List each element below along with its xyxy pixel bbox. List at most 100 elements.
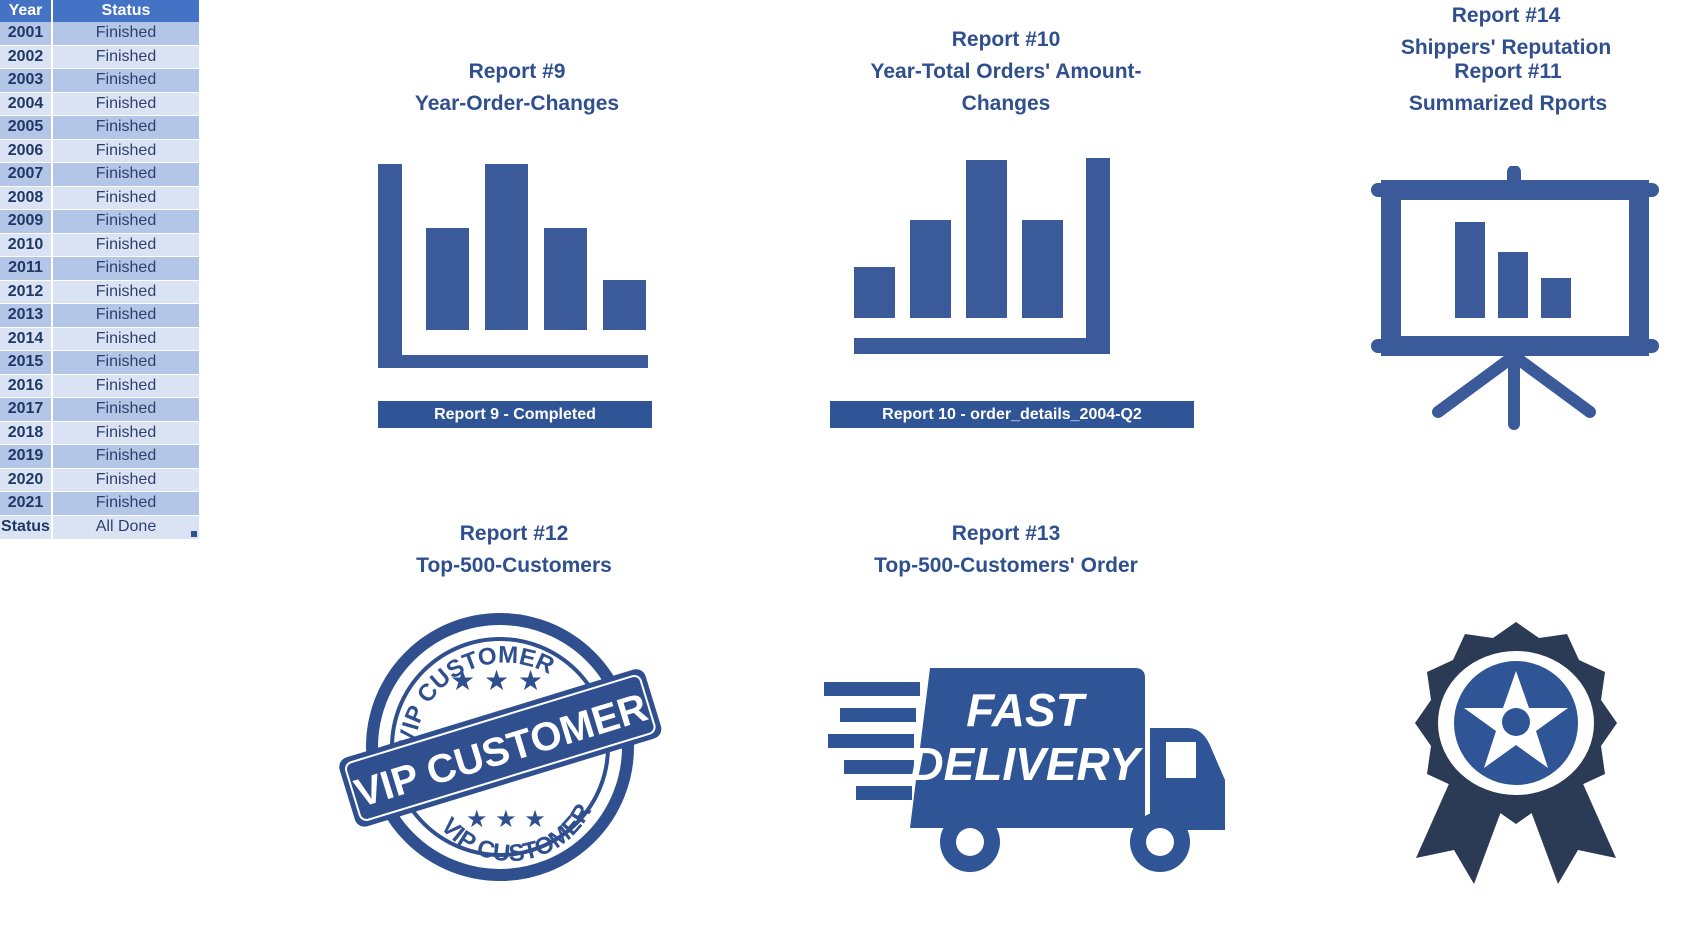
table-row: 2021 Finished: [0, 491, 201, 516]
truck-text-fast: FAST: [966, 684, 1087, 736]
vip-customer-stamp-icon[interactable]: VIP CUSTOMER VIP CUSTOMER ★ ★ ★ ★ ★ ★ VI…: [330, 612, 670, 882]
total-value-cell[interactable]: All Done: [52, 515, 201, 540]
report-11-subtitle: Summarized Rports: [1408, 92, 1608, 115]
status-column-header[interactable]: Status: [52, 0, 201, 22]
year-cell[interactable]: 2013: [0, 303, 53, 328]
table-row: 2014 Finished: [0, 327, 201, 351]
report-13-title: Report #13 Top-500-Customers' Order: [836, 518, 1176, 582]
year-cell[interactable]: 2017: [0, 397, 53, 422]
status-cell[interactable]: Finished: [52, 468, 201, 492]
status-cell[interactable]: Finished: [52, 444, 201, 469]
status-cell[interactable]: Finished: [52, 327, 201, 351]
table-row: 2010 Finished: [0, 233, 201, 257]
year-cell[interactable]: 2021: [0, 491, 53, 516]
status-cell[interactable]: Finished: [52, 92, 201, 116]
status-cell[interactable]: Finished: [52, 350, 201, 375]
table-row: 2017 Finished: [0, 397, 201, 422]
year-cell[interactable]: 2006: [0, 139, 53, 163]
table-row: 2016 Finished: [0, 374, 201, 398]
status-cell[interactable]: Finished: [52, 186, 201, 210]
year-cell[interactable]: 2001: [0, 22, 53, 46]
year-cell[interactable]: 2007: [0, 162, 53, 187]
report-14-number: Report #14: [1451, 4, 1561, 27]
year-column-header[interactable]: Year: [0, 0, 53, 22]
status-cell[interactable]: Finished: [52, 397, 201, 422]
year-cell[interactable]: 2002: [0, 45, 53, 69]
status-cell[interactable]: Finished: [52, 139, 201, 163]
table-row: 2004 Finished: [0, 92, 201, 116]
year-cell[interactable]: 2010: [0, 233, 53, 257]
status-cell[interactable]: Finished: [52, 491, 201, 516]
year-cell[interactable]: 2018: [0, 421, 53, 445]
table-row: 2008 Finished: [0, 186, 201, 210]
table-row: 2005 Finished: [0, 115, 201, 140]
report-10-number: Report #10: [951, 28, 1061, 51]
year-cell[interactable]: 2015: [0, 350, 53, 375]
table-row: 2002 Finished: [0, 45, 201, 69]
status-cell[interactable]: Finished: [52, 68, 201, 93]
table-row: 2001 Finished: [0, 22, 201, 46]
year-cell[interactable]: 2016: [0, 374, 53, 398]
report-9-number: Report #9: [468, 60, 566, 83]
year-cell[interactable]: 2005: [0, 115, 53, 140]
table-row: 2018 Finished: [0, 421, 201, 445]
report-12-title: Report #12 Top-500-Customers: [364, 518, 664, 582]
total-value-text: All Done: [95, 518, 157, 535]
status-cell[interactable]: Finished: [52, 233, 201, 257]
year-cell[interactable]: 2008: [0, 186, 53, 210]
table-row: 2020 Finished: [0, 468, 201, 492]
year-cell[interactable]: 2012: [0, 280, 53, 304]
status-cell[interactable]: Finished: [52, 421, 201, 445]
table-header-row: Year Status: [0, 0, 201, 22]
report-9-status-bar[interactable]: Report 9 - Completed: [378, 401, 652, 428]
status-cell[interactable]: Finished: [52, 256, 201, 281]
total-label-cell[interactable]: Status: [0, 515, 53, 540]
table-row: 2007 Finished: [0, 162, 201, 187]
year-cell[interactable]: 2019: [0, 444, 53, 469]
status-cell[interactable]: Finished: [52, 115, 201, 140]
table-row: 2006 Finished: [0, 139, 201, 163]
table-resize-handle-icon[interactable]: [191, 530, 197, 537]
table-row: 2009 Finished: [0, 209, 201, 234]
year-cell[interactable]: 2009: [0, 209, 53, 234]
table-row: 2012 Finished: [0, 280, 201, 304]
truck-text-delivery: DELIVERY: [910, 738, 1144, 790]
year-cell[interactable]: 2003: [0, 68, 53, 93]
svg-text:★ ★ ★: ★ ★ ★: [466, 805, 546, 833]
report-12-subtitle: Top-500-Customers: [416, 554, 612, 577]
report-9-subtitle: Year-Order-Changes: [414, 92, 620, 115]
report-10-subtitle-line2: Changes: [961, 92, 1051, 115]
year-cell[interactable]: 2014: [0, 327, 53, 351]
year-cell[interactable]: 2020: [0, 468, 53, 492]
report-11-number: Report #11: [1454, 60, 1562, 83]
status-cell[interactable]: Finished: [52, 162, 201, 187]
table-row: 2015 Finished: [0, 350, 201, 375]
status-cell[interactable]: Finished: [52, 22, 201, 46]
status-cell[interactable]: Finished: [52, 303, 201, 328]
table-row: 2003 Finished: [0, 68, 201, 93]
year-cell[interactable]: 2011: [0, 256, 53, 281]
report-14-title: Report #14 Shippers' Reputation: [1356, 0, 1656, 64]
bar-chart-icon[interactable]: [378, 160, 648, 375]
presentation-board-icon[interactable]: [1370, 166, 1660, 431]
report-12-number: Report #12: [459, 522, 569, 545]
award-ribbon-icon[interactable]: [1386, 618, 1646, 888]
svg-text:★ ★ ★: ★ ★ ★: [450, 664, 543, 697]
table-row: 2011 Finished: [0, 256, 201, 281]
bar-chart-axes-icon[interactable]: [854, 158, 1114, 358]
report-10-status-bar[interactable]: Report 10 - order_details_2004-Q2: [830, 401, 1194, 428]
table-total-row: Status All Done: [0, 515, 201, 540]
year-cell[interactable]: 2004: [0, 92, 53, 116]
report-11-title: Report #11 Summarized Rports: [1358, 56, 1658, 120]
table-row: 2013 Finished: [0, 303, 201, 328]
status-cell[interactable]: Finished: [52, 209, 201, 234]
fast-delivery-truck-icon[interactable]: FAST DELIVERY: [820, 660, 1230, 875]
report-10-title: Report #10 Year-Total Orders' Amount- Ch…: [836, 24, 1176, 120]
status-cell[interactable]: Finished: [52, 374, 201, 398]
report-10-subtitle-line1: Year-Total Orders' Amount-: [870, 60, 1142, 83]
report-13-number: Report #13: [951, 522, 1061, 545]
report-13-subtitle: Top-500-Customers' Order: [874, 554, 1138, 577]
status-cell[interactable]: Finished: [52, 280, 201, 304]
status-cell[interactable]: Finished: [52, 45, 201, 69]
report-14-subtitle: Shippers' Reputation: [1400, 36, 1612, 59]
